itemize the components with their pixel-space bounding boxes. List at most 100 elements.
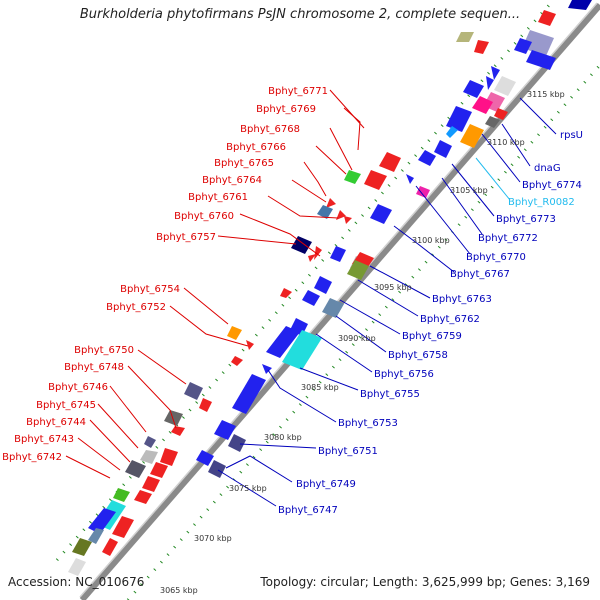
gene-label: Bphyt_6774 [522, 180, 582, 191]
gene-feature [199, 398, 212, 412]
gene-feature [302, 290, 320, 306]
gene-feature [406, 174, 414, 184]
gene-feature [317, 205, 333, 219]
gene-label: Bphyt_6768 [240, 124, 300, 135]
kbp-tick-label: 3110 kbp [487, 138, 525, 147]
gene-feature [150, 462, 168, 478]
gene-feature [262, 364, 272, 374]
kbp-tick-label: 3105 kbp [450, 186, 488, 195]
gene-feature [456, 32, 474, 42]
gene-feature [568, 0, 592, 10]
gene-label: Bphyt_6743 [14, 434, 74, 445]
gene-label: Bphyt_6766 [226, 142, 286, 153]
gene-feature [494, 108, 508, 120]
gene-label: Bphyt_6753 [338, 418, 398, 429]
gene-feature [344, 170, 361, 184]
gene-label: Bphyt_6767 [450, 269, 510, 280]
gene-feature [514, 38, 532, 54]
gene-feature [142, 476, 160, 492]
gene-label: rpsU [560, 130, 583, 141]
gene-feature [434, 140, 452, 158]
kbp-tick-labels: 3065 kbp 3070 kbp 3075 kbp 3080 kbp 3085 kbp… [160, 90, 565, 595]
gene-feature [184, 382, 203, 400]
kbp-tick-label: 3070 kbp [194, 534, 232, 543]
gene-label: Bphyt_6758 [388, 350, 448, 361]
kbp-tick-label: 3080 kbp [264, 433, 302, 442]
gene-feature [214, 420, 236, 440]
gene-feature [68, 558, 86, 576]
gene-feature [164, 410, 183, 426]
kbp-tick-label: 3075 kbp [229, 484, 267, 493]
gene-feature [160, 448, 178, 466]
accession-label: Accession: NC_010676 [8, 575, 145, 589]
gene-feature [144, 436, 156, 448]
inner-tick-track [126, 64, 600, 600]
gene-label: Bphyt_R0082 [508, 197, 575, 208]
gene-label: Bphyt_6763 [432, 294, 492, 305]
gene-feature [102, 538, 118, 556]
gene-label: Bphyt_6764 [202, 175, 262, 186]
gene-label: Bphyt_6746 [48, 382, 108, 393]
gene-feature [326, 198, 336, 208]
gene-label: Bphyt_6773 [496, 214, 556, 225]
gene-label: Bphyt_6749 [296, 479, 356, 490]
gene-feature [266, 326, 300, 358]
gene-feature [460, 124, 484, 148]
gene-feature [330, 246, 346, 262]
gene-feature [538, 10, 556, 26]
gene-feature [308, 254, 316, 262]
gene-feature [526, 50, 556, 70]
gene-label: Bphyt_6769 [256, 104, 316, 115]
gene-feature [171, 426, 185, 436]
gene-label: Bphyt_6744 [26, 417, 86, 428]
gene-feature [208, 460, 226, 478]
gene-label: Bphyt_6754 [120, 284, 180, 295]
gene-label: Bphyt_6751 [318, 446, 378, 457]
gene-feature [314, 276, 332, 294]
gene-feature [474, 40, 489, 54]
gene-feature [416, 186, 430, 198]
leader-lines [65, 89, 557, 507]
gene-feature [472, 96, 493, 114]
gene-feature [291, 236, 312, 254]
gene-feature [125, 460, 146, 478]
gene-label: Bphyt_6745 [36, 400, 96, 411]
gene-feature [112, 516, 134, 538]
gene-feature [134, 490, 152, 504]
left-strand-features [68, 32, 489, 576]
gene-feature [88, 528, 104, 544]
gene-label: Bphyt_6771 [268, 86, 328, 97]
gene-feature [246, 340, 254, 350]
gene-feature [280, 288, 292, 298]
gene-feature [370, 204, 392, 224]
gene-label: Bphyt_6756 [374, 369, 434, 380]
gene-label: Bphyt_6748 [64, 362, 124, 373]
kbp-tick-label: 3115 kbp [527, 90, 565, 99]
gene-label: dnaG [534, 163, 561, 174]
gene-label: Bphyt_6755 [360, 389, 420, 400]
gene-feature [227, 326, 242, 340]
gene-feature [491, 66, 500, 80]
gene-feature [344, 216, 352, 224]
gene-feature [522, 30, 554, 56]
sequence-summary: Topology: circular; Length: 3,625,999 bp… [260, 575, 590, 589]
gene-label: Bphyt_6765 [214, 158, 274, 169]
gene-label: Bphyt_6742 [2, 452, 62, 463]
right-gene-labels: rpsU dnaG Bphyt_6774 Bphyt_R0082 Bphyt_6773 B… [278, 130, 583, 516]
kbp-tick-label: 3085 kbp [301, 383, 339, 392]
gene-label: Bphyt_6747 [278, 505, 338, 516]
gene-feature [364, 170, 387, 190]
gene-label: Bphyt_6759 [402, 331, 462, 342]
left-gene-labels: Bphyt_6771 Bphyt_6769 Bphyt_6768 Bphyt_6766… [2, 86, 328, 463]
gene-feature [314, 246, 322, 260]
outer-tick-track [55, 0, 556, 561]
gene-feature [88, 508, 116, 534]
gene-feature [232, 374, 266, 414]
gene-feature [228, 434, 246, 452]
backbone [79, 3, 600, 600]
kbp-tick-label: 3065 kbp [160, 586, 198, 595]
gene-feature [379, 152, 401, 172]
gene-label: Bphyt_6757 [156, 232, 216, 243]
gene-feature [494, 76, 516, 96]
gene-label: Bphyt_6772 [478, 233, 538, 244]
